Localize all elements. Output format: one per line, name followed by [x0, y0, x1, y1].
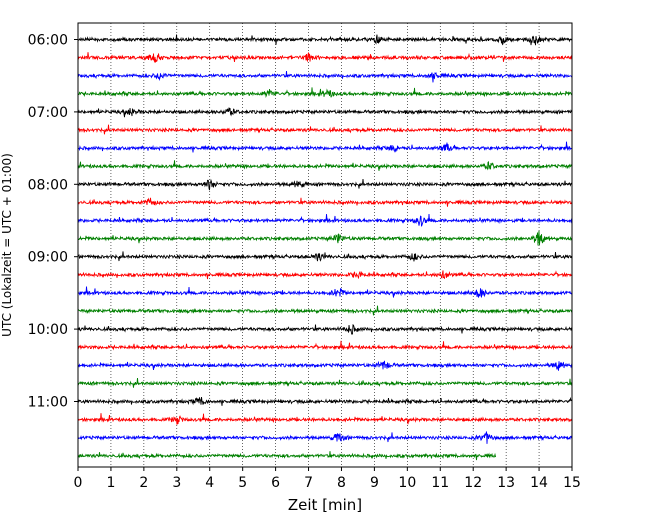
x-tick-label: 0 — [74, 475, 83, 491]
x-tick-label: 1 — [106, 475, 115, 491]
seismic-trace — [77, 87, 573, 99]
x-tick-label: 4 — [205, 475, 214, 491]
x-tick-label: 6 — [271, 475, 280, 491]
seismic-trace — [77, 251, 573, 262]
seismic-trace — [77, 230, 573, 246]
vertical-grid — [110, 23, 540, 467]
seismic-trace — [77, 396, 573, 406]
seismic-trace — [77, 213, 573, 227]
x-tick-label: 11 — [431, 475, 449, 491]
seismic-trace — [77, 141, 573, 153]
plot-frame — [77, 22, 573, 468]
seismic-trace — [77, 286, 573, 298]
x-tick-label: 2 — [139, 475, 148, 491]
x-tick-label: 5 — [238, 475, 247, 491]
seismic-trace — [77, 413, 573, 425]
x-tick-label: 10 — [398, 475, 416, 491]
seismic-trace — [77, 71, 573, 83]
seismic-trace — [77, 52, 573, 64]
x-tick-label: 8 — [337, 475, 346, 491]
y-tick-label: 11:00 — [28, 395, 68, 411]
y-tick-label: 07:00 — [28, 105, 68, 121]
x-tick-label: 12 — [464, 475, 482, 491]
x-tick-label: 9 — [370, 475, 379, 491]
seismic-trace — [77, 197, 573, 207]
x-axis-ticks: 0 1 2 3 4 5 6 7 8 9 10 11 12 13 14 15 — [74, 467, 581, 491]
seismic-trace — [77, 270, 573, 280]
seismic-trace — [77, 124, 573, 135]
seismic-trace — [77, 305, 573, 316]
y-tick-label: 06:00 — [28, 33, 68, 49]
y-tick-label: 09:00 — [28, 250, 68, 266]
x-tick-label: 7 — [304, 475, 313, 491]
seismic-trace — [77, 34, 573, 46]
y-tick-label: 10:00 — [28, 322, 68, 338]
x-tick-label: 3 — [172, 475, 181, 491]
y-axis-ticks: 06:00 07:00 08:00 09:00 10:00 11:00 — [28, 33, 78, 411]
x-axis-label: Zeit [min] — [288, 496, 362, 514]
x-tick-label: 14 — [530, 475, 548, 491]
seismic-trace — [77, 451, 497, 461]
x-tick-label: 13 — [497, 475, 515, 491]
seismic-trace — [77, 324, 573, 336]
seismic-trace — [77, 431, 573, 444]
seismic-trace — [77, 340, 573, 351]
seismic-trace — [77, 160, 573, 171]
seismic-trace — [78, 178, 573, 191]
seismic-traces — [77, 34, 573, 461]
x-tick-label: 15 — [563, 475, 581, 491]
y-tick-label: 08:00 — [28, 177, 68, 193]
seismic-trace — [77, 360, 573, 371]
seismic-trace — [77, 378, 573, 388]
y-axis-label: UTC (Lokalzeit = UTC + 01:00) — [0, 153, 14, 337]
seismic-trace — [77, 107, 573, 118]
